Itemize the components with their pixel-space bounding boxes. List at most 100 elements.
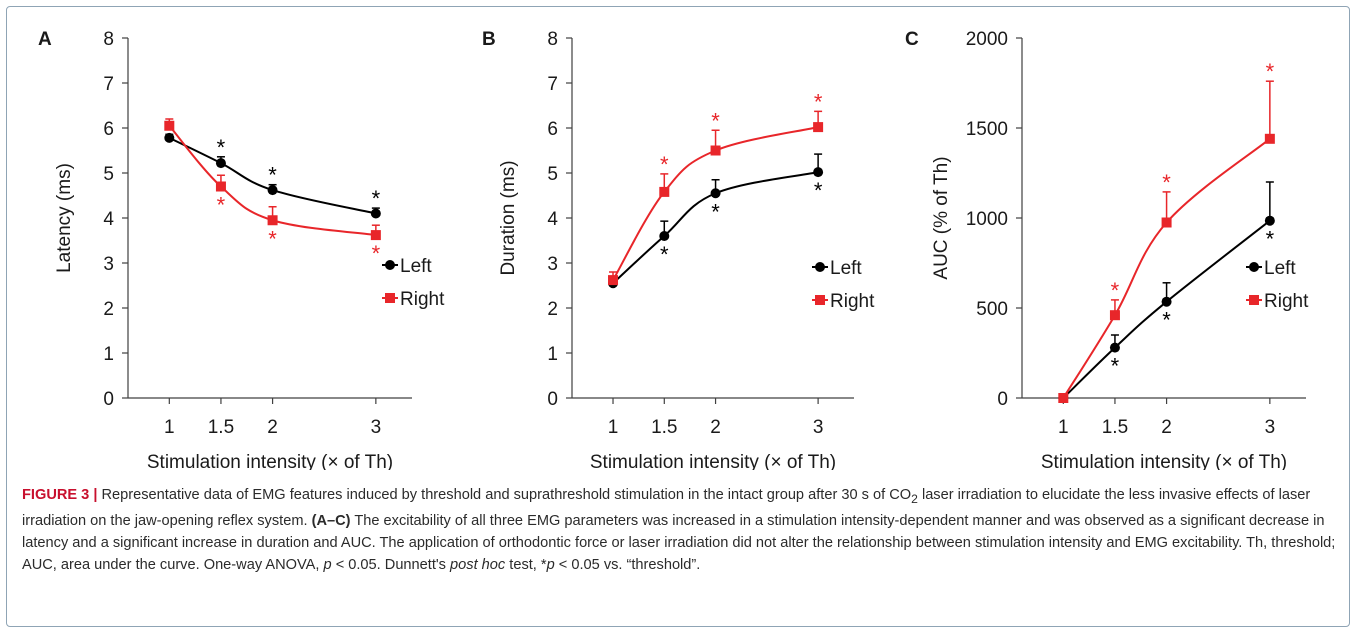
panel-a-x-tick-label-3: 3 <box>371 417 382 438</box>
panel-b-left-star-2: * <box>711 199 720 224</box>
panel-c-legend: Left Right <box>1246 258 1309 312</box>
caption-post-hoc: post hoc <box>450 556 506 573</box>
panel-b-y-tick-label-2: 2 <box>547 299 558 320</box>
panel-b-legend-marker-right <box>815 295 825 305</box>
panel-b-y-tick-label-4: 4 <box>547 209 558 230</box>
panel-c-y-tick-label-2: 1000 <box>966 209 1008 230</box>
panel-c-legend-marker-right <box>1249 295 1259 305</box>
panel-a-left-star-3: * <box>372 186 381 211</box>
panel-b-left-star-1: * <box>660 242 669 267</box>
panel-a-right-point-1 <box>215 181 226 192</box>
panel-a-x-tick-label-0: 1 <box>164 417 175 438</box>
panel-c-right-point-0 <box>1058 393 1069 403</box>
panel-b-right-star-2: * <box>711 108 720 133</box>
panel-c-right-star-1: * <box>1111 278 1120 303</box>
panel-c-letter: C <box>905 29 919 50</box>
panel-b-series-right: * * * <box>608 89 824 286</box>
panel-c-right-point-3 <box>1264 133 1275 144</box>
panel-c-right-point-1 <box>1109 310 1120 321</box>
caption-body: The excitability of all three EMG parame… <box>22 512 1336 573</box>
panel-b-right-line <box>612 126 819 281</box>
caption-stats-1: One-way ANOVA, <box>203 556 320 573</box>
panel-c-left-point-1 <box>1109 342 1120 353</box>
caption-panels-ref: (A–C) <box>311 512 351 529</box>
panel-c-left-star-2: * <box>1162 308 1171 333</box>
panel-b-x-tick-label-0: 1 <box>608 417 619 438</box>
panel-c-legend-label-right: Right <box>1264 291 1309 312</box>
caption-label: FIGURE 3 | <box>22 487 98 503</box>
panel-b-y-axis-label: Duration (ms) <box>498 160 519 275</box>
panel-c-y-tick-label-0: 0 <box>997 389 1008 410</box>
panel-b-legend-label-right: Right <box>830 291 875 312</box>
panel-a-right-line <box>168 125 376 237</box>
panel-c-x-tick-label-0: 1 <box>1058 417 1069 438</box>
panel-b-right-point-2 <box>710 145 721 156</box>
panel-a-legend-label-left: Left <box>400 256 432 277</box>
panel-b-legend-label-left: Left <box>830 258 862 279</box>
panel-a-x-tick-label-1: 1.5 <box>208 417 234 438</box>
figure-charts: A 0 1 2 3 4 5 6 7 8 1 1.5 2 3 Stimulation intensity (×… <box>38 29 1309 470</box>
caption-stats-3: test, * <box>509 556 547 573</box>
panel-a-right-star-1: * <box>217 193 226 218</box>
panel-b-left-point-3 <box>813 167 824 178</box>
panel-b-right-point-1 <box>659 186 670 197</box>
panel-a-right-point-3 <box>370 230 381 241</box>
panel-c-x-tick-label-2: 2 <box>1161 417 1172 438</box>
panel-a-y-tick-label-8: 8 <box>103 29 114 50</box>
panel-b-x-tick-label-1: 1.5 <box>651 417 677 438</box>
panel-a-right-star-2: * <box>268 226 277 251</box>
panel-b-legend-marker-left <box>815 262 825 272</box>
panel-b-right-point-0 <box>608 275 619 286</box>
panel-a-y-tick-label-0: 0 <box>103 389 114 410</box>
panel-c-y-axis-label: AUC (% of Th) <box>931 156 952 279</box>
panel-b-right-star-1: * <box>660 152 669 177</box>
panel-c-y-tick-label-3: 1500 <box>966 119 1008 140</box>
panel-b-x-tick-label-3: 3 <box>813 417 824 438</box>
panel-a-y-axis-label: Latency (ms) <box>54 163 75 273</box>
panel-a-y-tick-label-6: 6 <box>103 119 114 140</box>
panel-c-x-axis-label: Stimulation intensity (× of Th) <box>1041 452 1287 470</box>
panel-a-right-point-2 <box>267 215 278 226</box>
figure-caption: FIGURE 3 | Representative data of EMG fe… <box>22 484 1340 576</box>
panel-b-y-tick-label-7: 7 <box>547 74 558 95</box>
panel-a-legend-label-right: Right <box>400 289 445 310</box>
caption-stats-2: < 0.05. Dunnett's <box>335 556 446 573</box>
panel-b-left-star-3: * <box>814 178 823 203</box>
panel-b-x-axis-label: Stimulation intensity (× of Th) <box>590 452 836 470</box>
panel-b-series-left: * * * <box>608 153 824 289</box>
panel-a-y-tick-label-5: 5 <box>103 164 114 185</box>
caption-sentence-1: Representative data of EMG features indu… <box>22 487 1310 529</box>
panel-a-y-tick-label-1: 1 <box>103 344 114 365</box>
panel-a-right-star-3: * <box>372 241 381 266</box>
panel-a-left-point-0 <box>164 132 175 143</box>
panel-a-legend-marker-left <box>385 260 395 270</box>
panel-c-y-tick-label-4: 2000 <box>966 29 1008 50</box>
chart-panel-c: C 0 500 1000 1500 2000 1 1.5 2 3 Stimulation inten… <box>905 29 1309 470</box>
figure-frame <box>6 6 1350 627</box>
panel-a-legend: Left Right <box>382 256 445 310</box>
panel-b-y-tick-label-6: 6 <box>547 119 558 140</box>
panel-a-y-tick-label-3: 3 <box>103 254 114 275</box>
panel-c-left-star-1: * <box>1111 354 1120 379</box>
panel-b-left-line <box>612 171 819 284</box>
caption-co2-subscript: 2 <box>911 491 918 506</box>
panel-a-left-point-1 <box>215 158 226 169</box>
panel-c-y-tick-label-1: 500 <box>976 299 1008 320</box>
panel-b-right-star-3: * <box>814 89 823 114</box>
caption-stats-4: < 0.05 vs. “threshold”. <box>558 556 701 573</box>
panel-b-legend: Left Right <box>812 258 875 312</box>
panel-c-left-point-2 <box>1161 296 1172 307</box>
panel-a-right-point-0 <box>164 120 175 131</box>
panel-c-left-line <box>1062 219 1271 399</box>
panel-b-y-tick-label-1: 1 <box>547 344 558 365</box>
panel-b-letter: B <box>482 29 496 50</box>
panel-a-y-tick-label-2: 2 <box>103 299 114 320</box>
chart-panel-a: A 0 1 2 3 4 5 6 7 8 1 1.5 2 3 Stimulation intensity (×… <box>38 29 445 470</box>
panel-a-x-axis-label: Stimulation intensity (× of Th) <box>147 452 393 470</box>
panel-b-y-tick-label-5: 5 <box>547 164 558 185</box>
panel-c-left-point-3 <box>1264 215 1275 226</box>
panel-a-legend-marker-right <box>385 293 395 303</box>
panel-c-legend-marker-left <box>1249 262 1259 272</box>
panel-b-x-tick-label-2: 2 <box>710 417 721 438</box>
panel-c-right-star-2: * <box>1162 170 1171 195</box>
